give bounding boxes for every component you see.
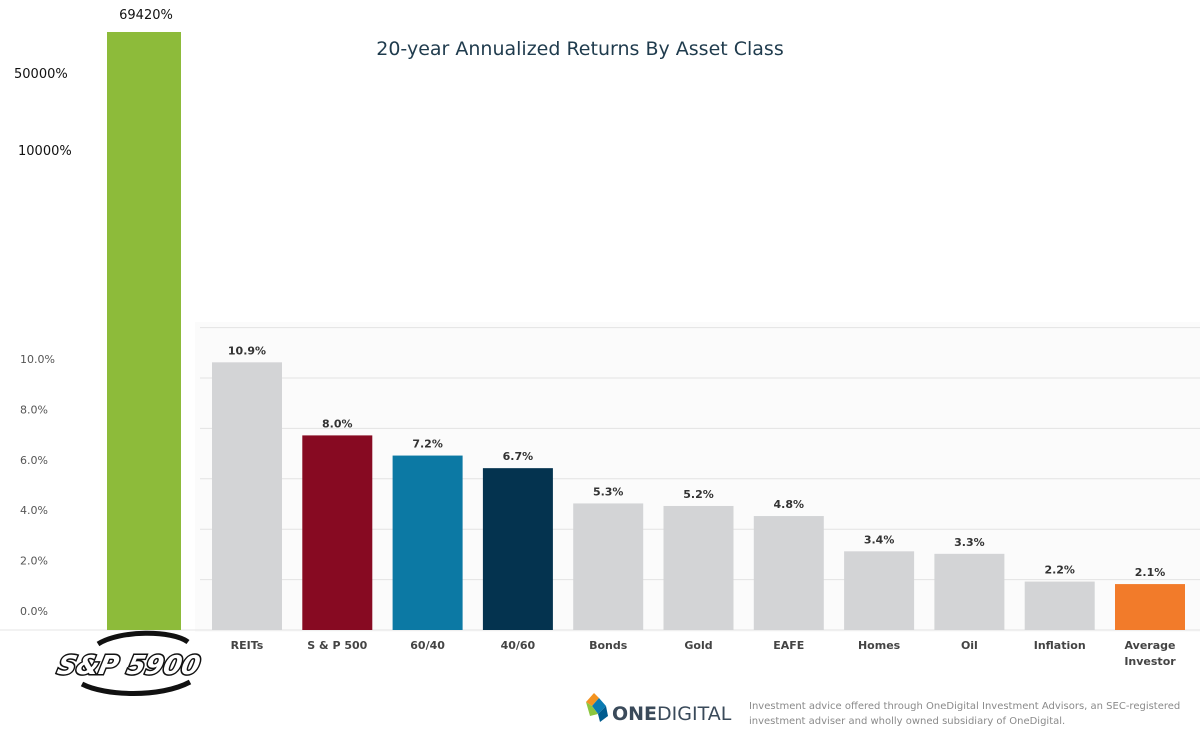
logo-shape-orange [586,693,599,706]
category-label: S & P 500 [307,639,367,652]
bar-value-label: 4.8% [774,498,805,511]
category-labels: REITs S & P 500 60/40 40/60 Bonds Gold EAFE Hom… [231,639,1177,668]
bar [212,362,282,630]
category-label: Homes [858,639,901,652]
sp5900-logo: S&P 5900 [53,630,204,696]
bar [1024,581,1095,630]
category-label: Oil [961,639,978,652]
onedigital-logo [586,693,608,722]
y-tick-label: 10000% [18,144,72,159]
bar [1115,584,1185,630]
bar [934,553,1005,630]
bar-value-label: 5.2% [683,488,714,501]
category-label: EAFE [773,639,804,652]
logo-text: S&P 5900 [55,651,203,681]
category-label: Investor [1124,655,1176,668]
bar-value-label: 3.3% [954,536,985,549]
bar-value-label: 6.7% [503,450,534,463]
bar-value-label: 2.1% [1135,566,1166,579]
logo-shape-navy [598,706,608,722]
bar-value-label: 3.4% [864,533,895,546]
logo-swoosh-bottom [80,679,192,696]
y-tick-label: 6.0% [20,454,48,467]
category-label: REITs [231,639,264,652]
y-tick-label: 50000% [14,67,68,82]
bar-value-label: 2.2% [1044,564,1075,577]
category-label: 60/40 [410,639,445,652]
y-tick-label: 4.0% [20,504,48,517]
y-tick-label: 0.0% [20,605,48,618]
y-tick-label: 10.0% [20,353,55,366]
value-labels: 10.9% 8.0% 7.2% 6.7% 5.3% 5.2% 4.8% 3.4% 3.3% 2.2… [228,344,1165,579]
chart-title: 20-year Annualized Returns By Asset Clas… [376,38,783,60]
category-label: Average [1125,639,1176,652]
category-label: Bonds [589,639,628,652]
disclaimer-line-1: Investment advice offered through OneDig… [749,701,1180,712]
bar [107,32,181,630]
bar [844,551,915,630]
logo-shape-blue [592,698,606,714]
big-bar-chart: 69420% 50000% 10000% [14,8,181,630]
y-tick-label: 2.0% [20,555,48,568]
category-label: 40/60 [501,639,536,652]
y-axis-ticks: 0.0% 2.0% 4.0% 6.0% 8.0% 10.0% [20,353,55,618]
logo-swoosh-top [96,630,190,647]
bar-value-label: 69420% [119,8,173,23]
disclaimer-line-2: investment adviser and wholly owned subs… [749,716,1065,727]
onedigital-wordmark: ONEDIGITAL [612,703,732,725]
bar-value-label: 10.9% [228,344,266,357]
category-label: Gold [684,639,712,652]
y-tick-label: 8.0% [20,403,48,416]
category-label: Inflation [1034,639,1086,652]
bar [663,505,734,630]
bar-value-label: 8.0% [322,417,353,430]
bar [482,468,553,630]
bar [302,435,373,630]
bar [392,455,463,630]
logo-shape-green [586,702,598,716]
bar [573,503,644,630]
bar-value-label: 7.2% [412,438,443,451]
bars [212,362,1185,630]
bar-value-label: 5.3% [593,485,624,498]
bar [753,516,824,630]
